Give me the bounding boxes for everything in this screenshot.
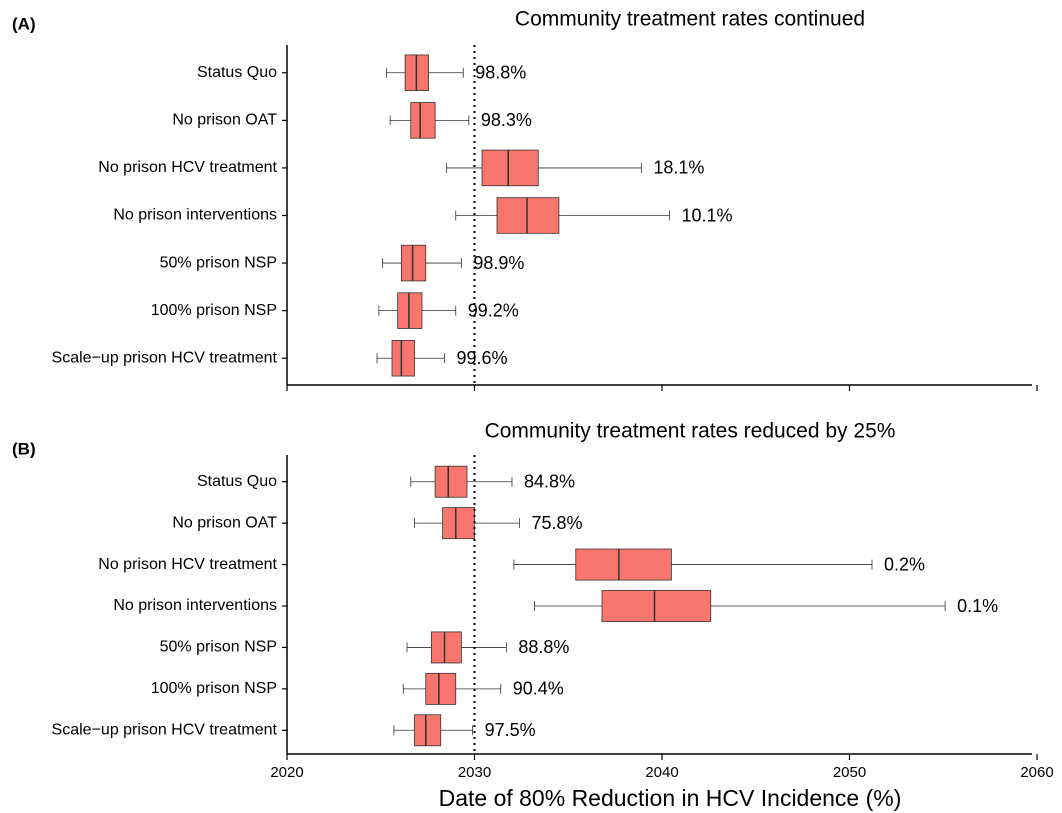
value-label: 98.9% — [473, 253, 524, 273]
value-label: 99.6% — [457, 348, 508, 368]
value-label: 84.8% — [524, 471, 575, 491]
category-label: No prison interventions — [113, 207, 277, 224]
x-tick-label: 2020 — [270, 764, 303, 781]
panel-label: (B) — [12, 439, 36, 458]
value-label: 90.4% — [513, 679, 564, 699]
value-label: 98.3% — [481, 110, 532, 130]
value-label: 88.8% — [518, 637, 569, 657]
box — [414, 714, 442, 747]
category-label: No prison OAT — [172, 514, 277, 531]
box — [496, 197, 560, 234]
chart-title: Community treatment rates reduced by 25% — [485, 420, 896, 443]
value-label: 97.5% — [485, 720, 536, 740]
category-label: 50% prison NSP — [160, 254, 277, 271]
value-label: 99.2% — [468, 300, 519, 320]
box — [397, 292, 423, 329]
x-axis-label: Date of 80% Reduction in HCV Incidence (… — [439, 785, 902, 811]
category-label: 50% prison NSP — [160, 639, 277, 656]
category-label: Scale−up prison HCV treatment — [52, 349, 278, 366]
box — [400, 244, 427, 282]
box — [481, 149, 539, 187]
value-label: 10.1% — [682, 205, 733, 225]
chart-title: Community treatment rates continued — [515, 8, 865, 31]
category-label: No prison interventions — [113, 597, 277, 614]
value-label: 0.1% — [957, 596, 998, 616]
x-tick-label: 2060 — [1020, 764, 1053, 781]
category-label: 100% prison NSP — [151, 302, 277, 319]
box — [601, 590, 712, 622]
category-label: No prison HCV treatment — [98, 159, 277, 176]
box — [425, 672, 457, 705]
x-tick-label: 2050 — [833, 764, 866, 781]
value-label: 75.8% — [532, 513, 583, 533]
box — [391, 339, 415, 377]
box — [434, 465, 468, 498]
x-tick-label: 2030 — [458, 764, 491, 781]
value-label: 98.8% — [475, 63, 526, 83]
category-label: No prison HCV treatment — [98, 556, 277, 573]
box — [575, 548, 672, 581]
box — [442, 507, 475, 540]
value-label: 0.2% — [884, 554, 925, 574]
category-label: Status Quo — [197, 64, 277, 81]
box — [410, 102, 436, 139]
category-label: Status Quo — [197, 473, 277, 490]
panel-label: (A) — [12, 14, 36, 33]
category-label: 100% prison NSP — [151, 680, 277, 697]
box — [430, 631, 462, 664]
category-label: No prison OAT — [172, 112, 277, 129]
value-label: 18.1% — [653, 158, 704, 178]
x-tick-label: 2040 — [645, 764, 678, 781]
category-label: Scale−up prison HCV treatment — [52, 722, 278, 739]
